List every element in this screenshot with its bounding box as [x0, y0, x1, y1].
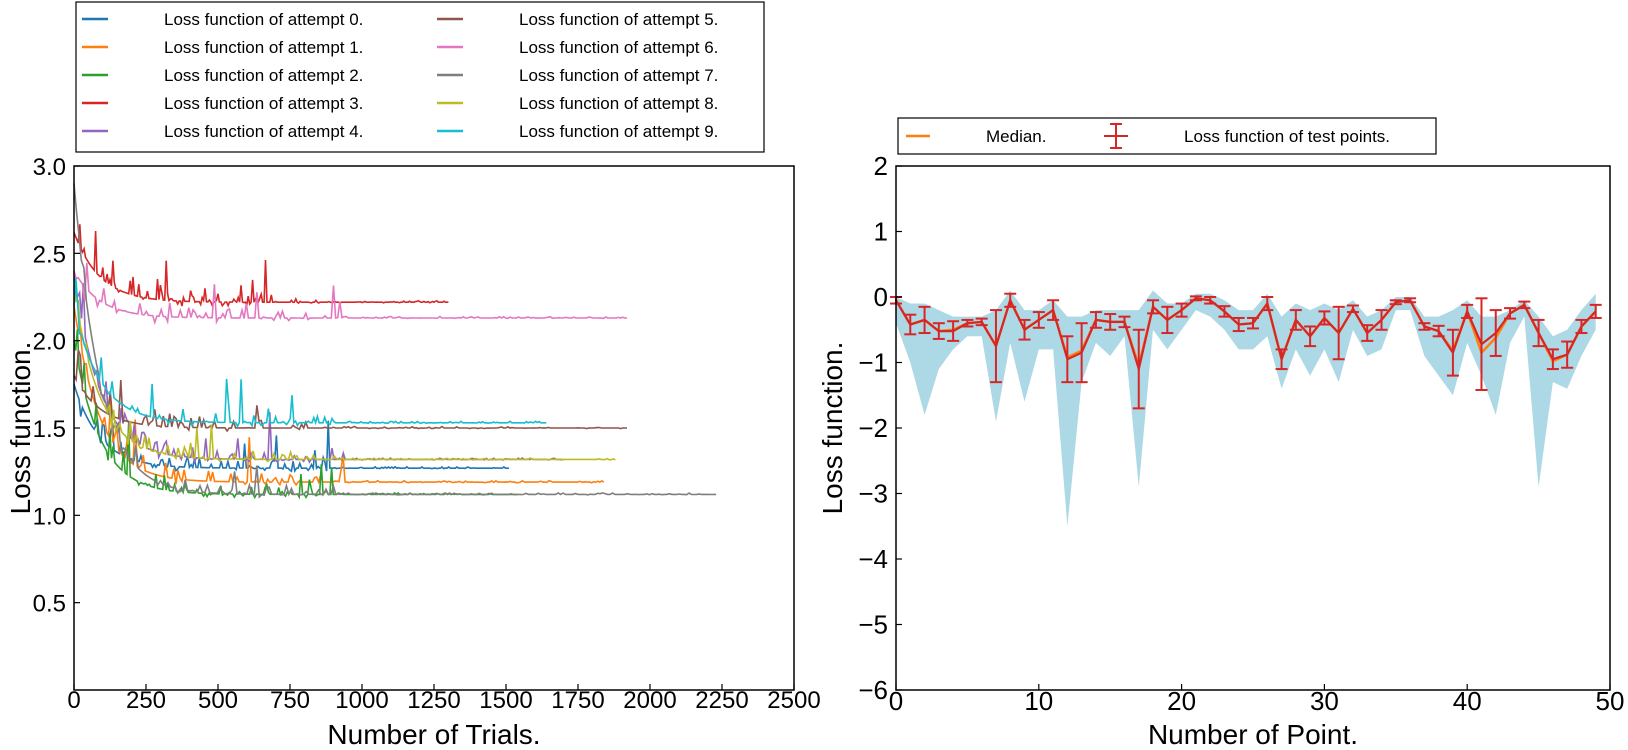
left-legend-label: Loss function of attempt 5. — [519, 10, 718, 29]
right-y-tick-label: −5 — [858, 610, 888, 640]
left-legend-label: Loss function of attempt 3. — [164, 94, 363, 113]
left-ticks: 0 250 500 750 1000 1250 1500 1750 2000 2250 2500 0.… — [33, 154, 821, 714]
left-x-axis-label: Number of Trials. — [327, 719, 540, 750]
left-legend-label: Loss function of attempt 8. — [519, 94, 718, 113]
left-x-tick-label: 0 — [67, 687, 80, 714]
right-legend-error-label: Loss function of test points. — [1184, 127, 1390, 146]
right-y-tick-label: −3 — [858, 479, 888, 509]
left-chart: 0 250 500 750 1000 1250 1500 1750 2000 2250 2500 0.… — [5, 1, 821, 750]
left-x-tick-label: 2250 — [695, 687, 748, 714]
left-legend-label: Loss function of attempt 2. — [164, 66, 363, 85]
left-x-tick-label: 1250 — [407, 687, 460, 714]
right-range-band — [896, 290, 1596, 527]
left-legend: Loss function of attempt 0. Loss function… — [75, 1, 765, 153]
right-x-tick-label: 10 — [1024, 686, 1053, 716]
left-y-axis-label: Loss function. — [5, 342, 36, 515]
left-y-tick-label: 2.0 — [33, 329, 66, 356]
left-series-line-4 — [73, 270, 564, 465]
left-series-line-8 — [73, 288, 616, 463]
right-y-axis-label: Loss function. — [817, 342, 848, 515]
right-y-tick-label: 0 — [874, 282, 888, 312]
left-series-line-3 — [73, 224, 449, 308]
right-y-tick-label: 1 — [874, 217, 888, 247]
left-x-tick-label: 250 — [126, 687, 166, 714]
left-y-tick-label: 2.5 — [33, 241, 66, 268]
left-y-tick-label: 1.5 — [33, 416, 66, 443]
left-series-line-5 — [73, 349, 627, 433]
left-y-tick-label: 1.0 — [33, 503, 66, 530]
right-x-tick-label: 0 — [889, 686, 903, 716]
right-ticks: 0 10 20 30 40 50 −6 −5 −4 −3 −2 −1 0 1 2 — [858, 151, 1624, 716]
left-x-tick-label: 1500 — [479, 687, 532, 714]
left-plot-content — [73, 183, 717, 500]
left-x-tick-label: 1750 — [551, 687, 604, 714]
left-legend-label: Loss function of attempt 7. — [519, 66, 718, 85]
left-legend-label: Loss function of attempt 4. — [164, 122, 363, 141]
left-x-tick-label: 500 — [198, 687, 238, 714]
right-y-tick-label: 2 — [874, 151, 888, 181]
right-y-tick-label: −2 — [858, 413, 888, 443]
left-legend-label: Loss function of attempt 0. — [164, 10, 363, 29]
right-x-tick-label: 20 — [1167, 686, 1196, 716]
left-y-tick-label: 3.0 — [33, 154, 66, 181]
right-legend-frame — [897, 117, 1437, 155]
left-series-line-7 — [73, 183, 717, 499]
right-chart: 0 10 20 30 40 50 −6 −5 −4 −3 −2 −1 0 1 2 Number of Poi… — [817, 117, 1624, 750]
left-series-line-0 — [73, 384, 509, 474]
right-x-tick-label: 30 — [1310, 686, 1339, 716]
left-x-tick-label: 2500 — [767, 687, 820, 714]
left-legend-label: Loss function of attempt 1. — [164, 38, 363, 57]
left-y-tick-label: 0.5 — [33, 591, 66, 618]
right-legend: Median. Loss function of test points. — [897, 117, 1437, 155]
right-y-tick-label: −4 — [858, 544, 888, 574]
left-series-line-1 — [73, 305, 605, 487]
right-y-tick-label: −6 — [858, 675, 888, 705]
right-y-tick-label: −1 — [858, 348, 888, 378]
left-x-tick-label: 750 — [270, 687, 310, 714]
right-x-axis-label: Number of Point. — [1148, 719, 1358, 750]
left-legend-frame — [75, 1, 765, 153]
right-legend-median-label: Median. — [986, 127, 1046, 146]
right-plot-content — [890, 290, 1602, 527]
left-x-tick-label: 1000 — [335, 687, 388, 714]
right-x-tick-label: 40 — [1453, 686, 1482, 716]
left-x-tick-label: 2000 — [623, 687, 676, 714]
left-series-line-9 — [73, 277, 547, 429]
left-series-line-6 — [73, 262, 627, 326]
right-test-points-line — [895, 297, 1597, 374]
right-plot-frame — [895, 165, 1611, 691]
left-legend-label: Loss function of attempt 6. — [519, 38, 718, 57]
left-legend-label: Loss function of attempt 9. — [519, 122, 718, 141]
right-x-tick-label: 50 — [1596, 686, 1625, 716]
